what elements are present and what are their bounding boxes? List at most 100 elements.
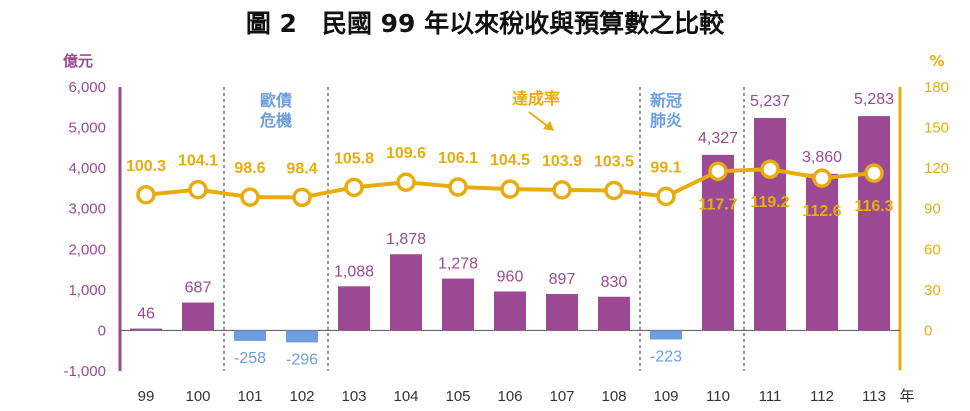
right-axis-tick-label: 90 [924, 201, 941, 218]
rate-point [188, 179, 208, 200]
bar [806, 173, 838, 331]
rate-value-label: 106.1 [438, 150, 478, 167]
rate-value-label: 119.2 [750, 194, 789, 211]
rate-point [448, 177, 468, 197]
chart-title: 圖 2 民國 99 年以來稅收與預算數之比較 [246, 9, 725, 38]
right-axis-tick-label: 180 [924, 79, 949, 96]
x-axis-tick-label: 99 [138, 388, 155, 405]
left-axis-tick-label: 4,000 [68, 160, 106, 177]
left-axis-tick-label: 3,000 [68, 201, 106, 218]
rate-point [344, 177, 364, 198]
rate-value-label: 100.3 [126, 158, 166, 175]
left-axis-tick-label: 5,000 [68, 120, 106, 137]
bar-value-label: 897 [549, 271, 576, 288]
x-axis-tick-label: 100 [185, 388, 210, 405]
rate-value-label: 103.5 [594, 153, 634, 170]
rate-point [812, 168, 832, 188]
rate-point [760, 159, 780, 179]
x-axis-unit: 年 [899, 388, 914, 405]
x-axis-tick-label: 107 [549, 388, 574, 405]
x-axis-tick-label: 106 [497, 388, 522, 405]
rate-value-label: 104.5 [490, 152, 530, 169]
bar-value-label: 46 [137, 306, 155, 323]
x-axis-tick-label: 108 [601, 388, 626, 405]
bar [546, 294, 578, 331]
rate-value-label: 98.4 [286, 160, 317, 177]
annotation-covid: 肺炎 [650, 111, 682, 130]
annotation-covid: 新冠 [650, 91, 682, 110]
bar [442, 278, 474, 331]
rate-value-label: 112.6 [802, 203, 841, 220]
annotation-euro-crisis: 危機 [260, 111, 292, 130]
bar-value-label: 687 [185, 280, 212, 297]
left-axis-unit: 億元 [63, 52, 93, 70]
annotation-arrow-head [543, 121, 554, 131]
rate-point [396, 172, 416, 192]
x-axis-tick-label: 103 [341, 388, 366, 405]
rate-point [656, 186, 676, 207]
rate-point [240, 187, 260, 207]
rate-value-label: 116.3 [854, 198, 893, 215]
bar-value-label: -223 [650, 348, 682, 365]
bar-value-label: -296 [286, 351, 318, 368]
rate-value-label: 104.1 [178, 153, 218, 170]
left-axis-tick-label: 1,000 [68, 282, 106, 299]
bar-value-label: 5,237 [750, 93, 790, 110]
left-axis-tick-label: 2,000 [68, 241, 106, 258]
x-axis-tick-label: 112 [810, 388, 834, 405]
bar-value-label: 5,283 [854, 91, 894, 108]
rate-point [136, 185, 156, 205]
bar-value-label: 4,327 [698, 130, 738, 147]
rate-value-label: 109.6 [386, 145, 426, 162]
x-axis-tick-label: 104 [393, 388, 418, 405]
rate-point [292, 187, 312, 208]
bar [182, 302, 214, 331]
rate-value-label: 105.8 [334, 150, 374, 167]
rate-point [500, 179, 520, 199]
x-axis-tick-label: 101 [237, 388, 262, 405]
bar [754, 117, 786, 331]
rate-point [552, 180, 572, 200]
rate-value-label: 99.1 [650, 159, 681, 176]
bar [338, 286, 370, 331]
right-axis-unit: % [929, 52, 944, 70]
x-axis-tick-label: 111 [759, 388, 782, 405]
x-axis-tick-label: 109 [653, 388, 678, 405]
right-axis-tick-label: 30 [924, 282, 941, 299]
rate-point [604, 180, 624, 201]
bar [702, 154, 734, 331]
left-axis-tick-label: 0 [98, 322, 106, 339]
annotation-rate-legend: 達成率 [512, 89, 560, 108]
x-axis-tick-label: 110 [706, 388, 730, 405]
x-axis-tick-label: 102 [289, 388, 314, 405]
rate-value-label: 117.7 [698, 196, 737, 213]
bar [598, 296, 630, 331]
bar [650, 330, 682, 340]
rate-point [864, 163, 884, 183]
bar-value-label: 1,278 [438, 256, 478, 273]
bar [286, 330, 318, 343]
rate-point [708, 161, 728, 182]
rate-value-label: 103.9 [542, 153, 582, 170]
left-axis-tick-label: -1,000 [63, 363, 106, 380]
bar-value-label: 1,088 [334, 263, 374, 280]
bar [494, 291, 526, 331]
x-axis-tick-label: 113 [862, 388, 886, 405]
bar [858, 116, 890, 331]
right-axis-tick-label: 60 [924, 241, 941, 258]
bar-value-label: 960 [497, 268, 524, 285]
bar [234, 330, 266, 341]
bar [390, 254, 422, 331]
right-axis-tick-label: 150 [924, 120, 949, 137]
bar [130, 328, 162, 331]
right-axis-tick-label: 0 [924, 322, 932, 339]
bar-value-label: 1,878 [386, 231, 426, 248]
x-axis-tick-label: 105 [445, 388, 470, 405]
bar-value-label: -258 [234, 350, 266, 367]
right-axis-tick-label: 120 [924, 160, 949, 177]
left-axis-tick-label: 6,000 [68, 79, 106, 96]
bar-value-label: 830 [601, 274, 628, 291]
bar-value-label: 3,860 [802, 149, 842, 166]
annotation-euro-crisis: 歐債 [260, 91, 292, 110]
